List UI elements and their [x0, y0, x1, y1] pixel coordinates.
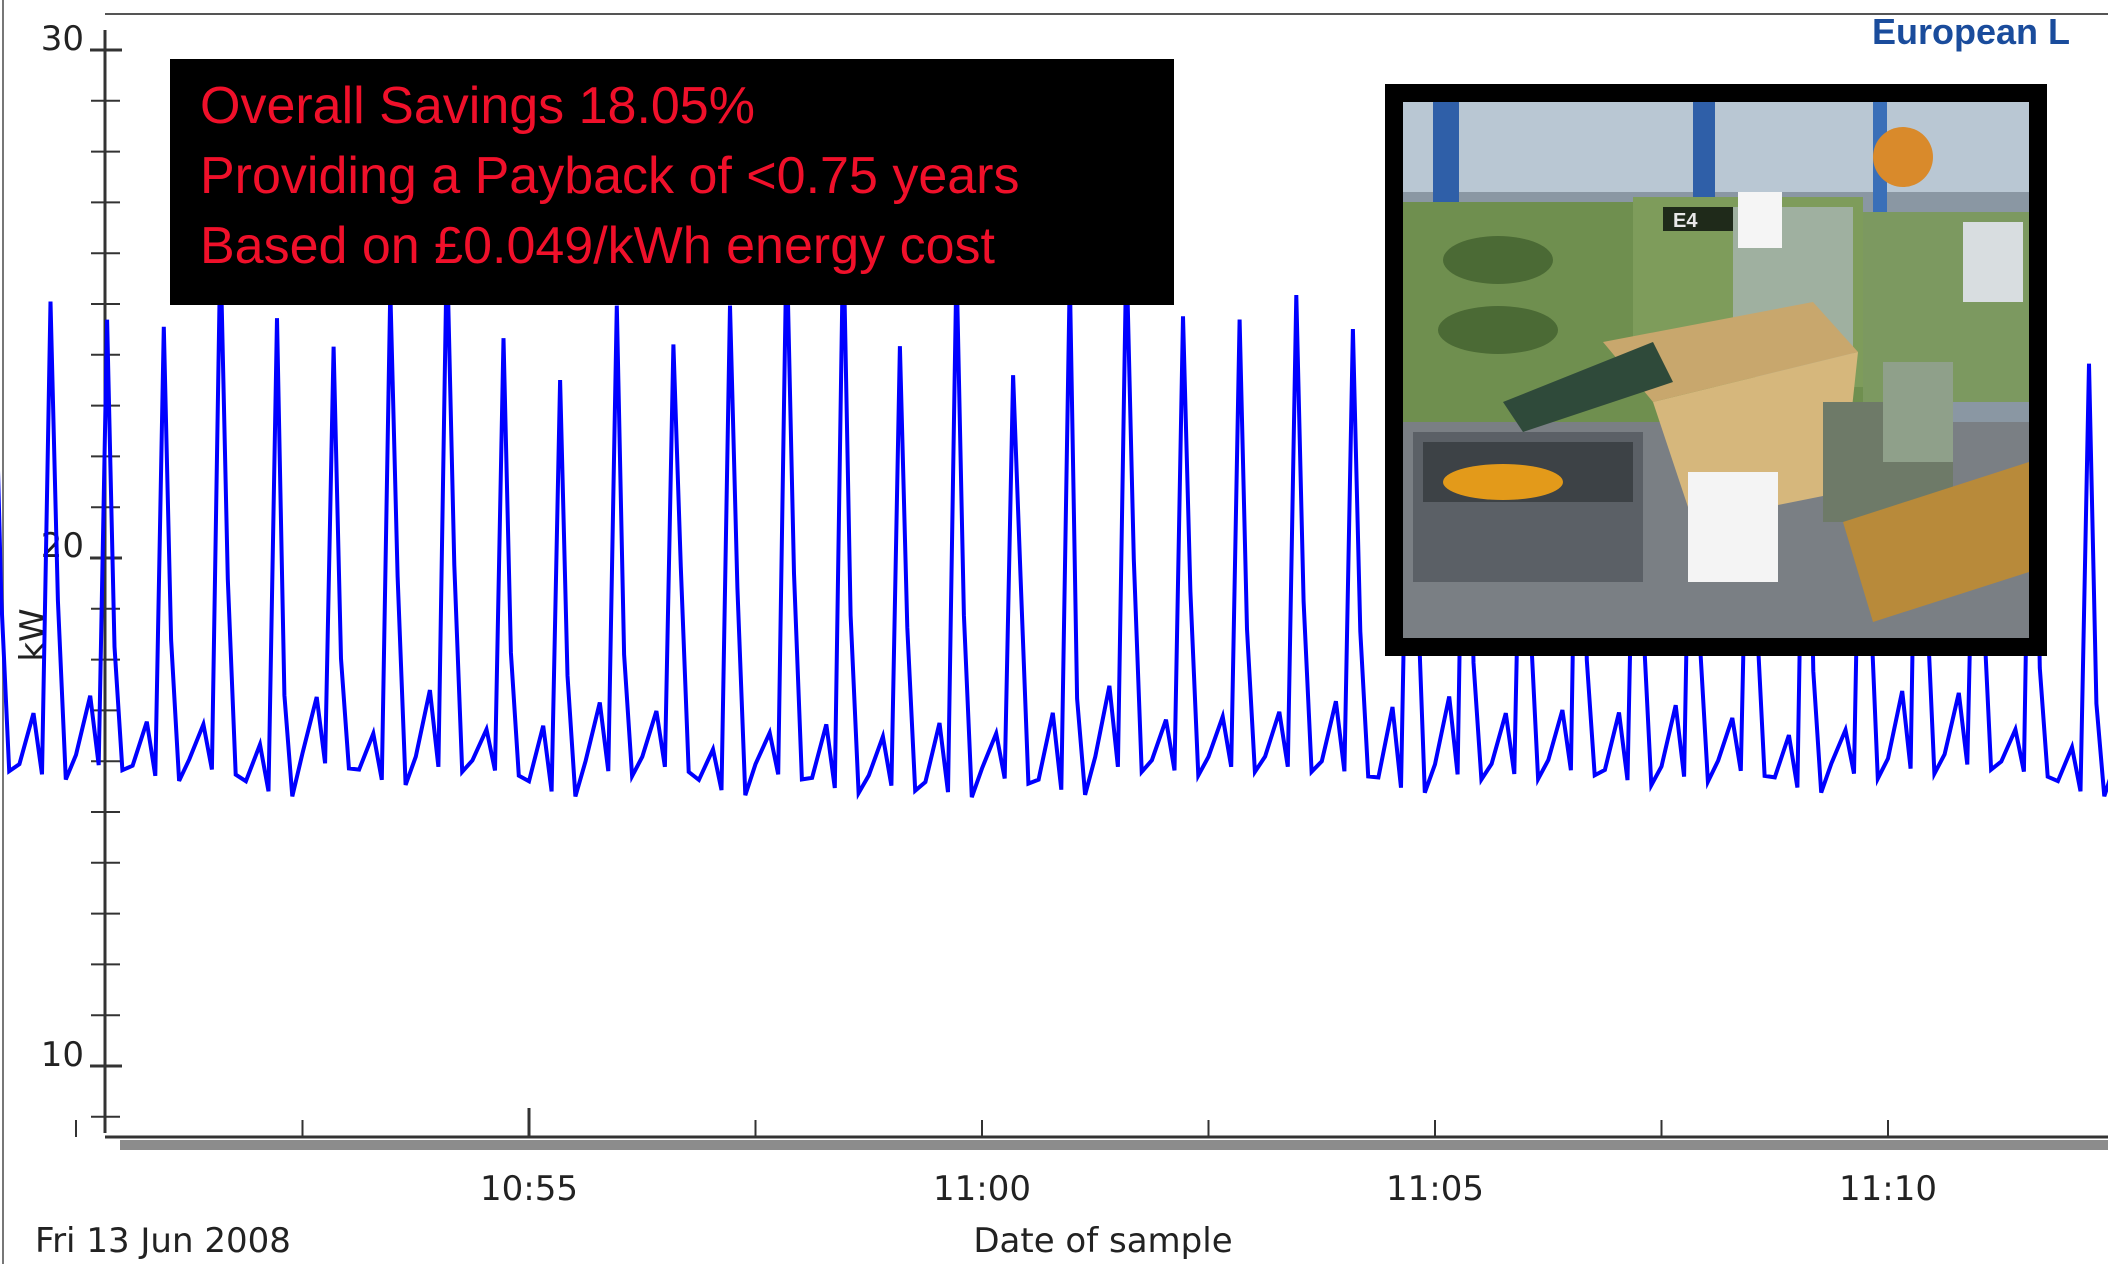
kw-series-line	[0, 232, 2108, 801]
y-axis-label: kW	[13, 608, 53, 661]
callout-energy-cost-line: Based on £0.049/kWh energy cost	[200, 217, 995, 275]
y-tick-label-10: 10	[41, 1035, 84, 1075]
savings-callout: Overall Savings 18.05% Providing a Payba…	[170, 59, 1174, 305]
x-axis-label: Date of sample	[973, 1221, 1232, 1261]
machine-photo-image: E4	[1403, 102, 2029, 638]
y-axis-ticks	[90, 48, 122, 1118]
callout-savings-line: Overall Savings 18.05%	[200, 77, 755, 135]
x-axis-ticks	[75, 1108, 1889, 1137]
machine-photo: E4	[1385, 84, 2047, 656]
logo-text: European L	[1872, 11, 2070, 52]
x-tick-label-1055: 10:55	[480, 1169, 578, 1209]
x-axis-bar	[120, 1140, 2108, 1150]
x-tick-label-1100: 11:00	[933, 1169, 1031, 1209]
y-tick-label-30: 30	[41, 19, 84, 59]
x-tick-label-1110: 11:10	[1839, 1169, 1937, 1209]
x-tick-label-1105: 11:05	[1386, 1169, 1484, 1209]
callout-payback-line: Providing a Payback of <0.75 years	[200, 147, 1020, 205]
date-label: Fri 13 Jun 2008	[35, 1221, 291, 1261]
photo-sign-text: E4	[1673, 210, 1698, 232]
